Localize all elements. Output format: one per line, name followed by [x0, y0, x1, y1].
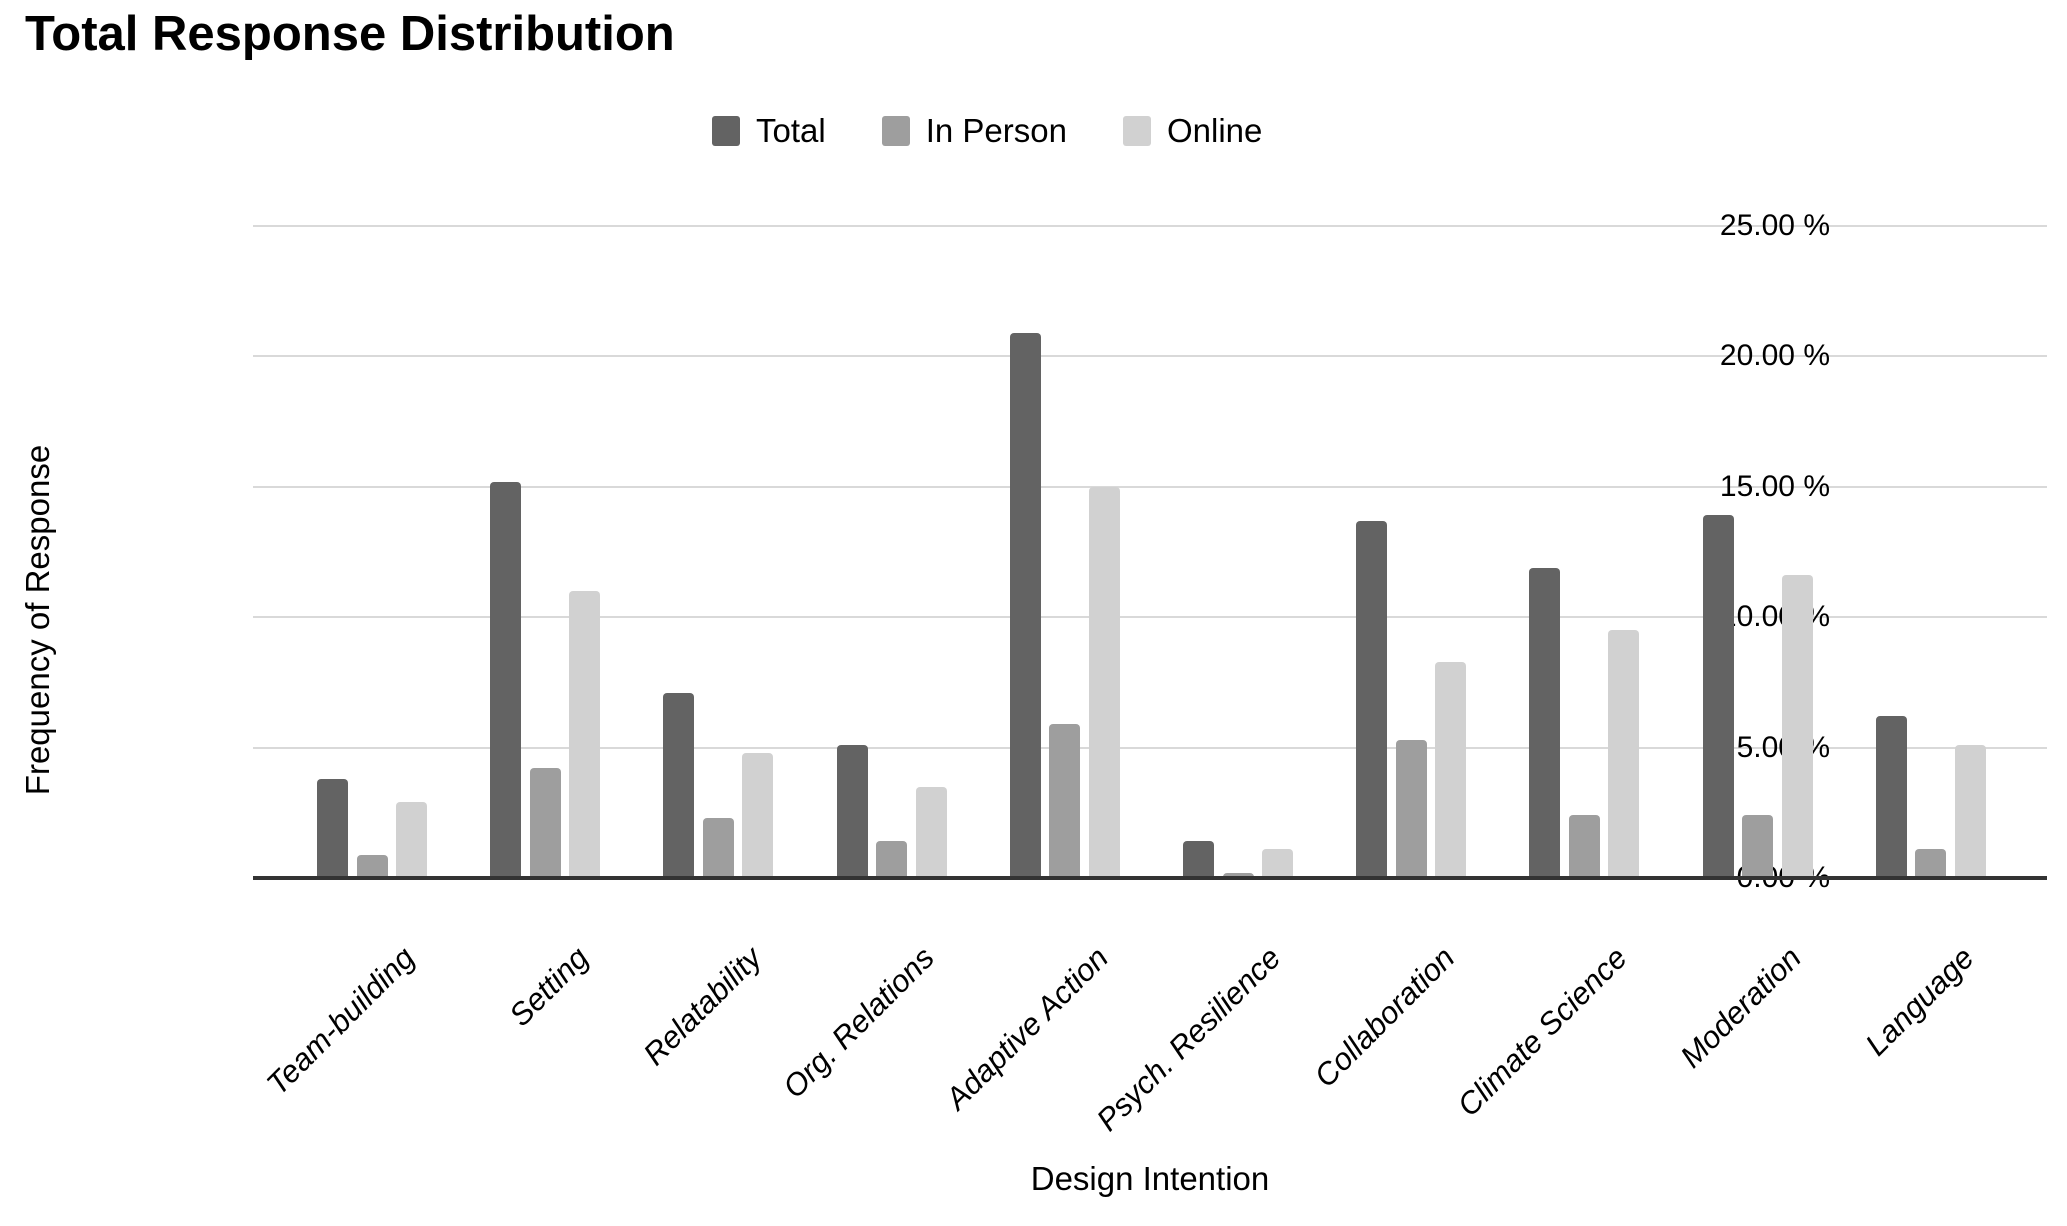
- legend-label: Online: [1166, 112, 1263, 149]
- bar-team-building-total[interactable]: [317, 778, 348, 878]
- y-axis-title: Frequency of Response: [19, 444, 56, 796]
- gridline-15: [253, 485, 2047, 488]
- x-axis-line: [253, 876, 2047, 880]
- legend-swatch-icon: [712, 116, 740, 146]
- bar-psych-resilience-online[interactable]: [1262, 849, 1293, 878]
- legend-item-online[interactable]: Online: [1122, 112, 1263, 150]
- bar-team-building-online[interactable]: [396, 802, 427, 878]
- x-tick-label-climate-science: Climate Science: [1451, 940, 1635, 1124]
- y-tick-label: 15.00 %: [1719, 469, 1830, 503]
- x-axis-title: Design Intention: [1030, 1160, 1270, 1197]
- bar-psych-resilience-total[interactable]: [1183, 841, 1214, 878]
- bar-language-online[interactable]: [1954, 744, 1986, 878]
- x-tick-label-collaboration: Collaboration: [1307, 940, 1461, 1094]
- legend-label: In Person: [925, 112, 1067, 149]
- bar-climate-science-in-person[interactable]: [1568, 815, 1600, 878]
- bar-collaboration-in-person[interactable]: [1395, 739, 1427, 878]
- bar-collaboration-online[interactable]: [1435, 661, 1467, 878]
- bar-moderation-online[interactable]: [1781, 575, 1813, 878]
- bar-relatability-online[interactable]: [742, 752, 774, 878]
- y-tick-label: 20.00 %: [1719, 339, 1830, 373]
- x-tick-label-moderation: Moderation: [1672, 940, 1808, 1075]
- x-tick-label-language: Language: [1858, 940, 1981, 1063]
- legend-swatch-icon: [1122, 116, 1151, 146]
- bar-relatability-in-person[interactable]: [702, 818, 734, 878]
- gridline-10: [253, 616, 2047, 619]
- bar-relatability-total[interactable]: [663, 692, 695, 878]
- bar-setting-in-person[interactable]: [529, 768, 561, 878]
- y-tick-label: 10.00 %: [1719, 600, 1830, 634]
- bar-climate-science-total[interactable]: [1529, 567, 1561, 878]
- bar-adaptive-action-online[interactable]: [1088, 486, 1120, 878]
- bar-team-building-in-person[interactable]: [356, 854, 388, 878]
- bar-psych-resilience-in-person[interactable]: [1222, 872, 1254, 878]
- bar-moderation-total[interactable]: [1702, 515, 1734, 878]
- legend-label: Total: [756, 112, 826, 149]
- bar-climate-science-online[interactable]: [1608, 630, 1640, 878]
- gridline-5: [253, 746, 2047, 749]
- x-tick-label-adaptive-action: Adaptive Action: [938, 940, 1115, 1117]
- x-tick-label-setting: Setting: [501, 940, 595, 1033]
- bar-language-in-person[interactable]: [1915, 849, 1947, 878]
- legend-item-in-person[interactable]: In Person: [881, 112, 1067, 150]
- bar-adaptive-action-in-person[interactable]: [1049, 724, 1081, 878]
- gridline-20: [253, 355, 2047, 358]
- bar-org-relations-online[interactable]: [915, 786, 947, 878]
- legend-item-total[interactable]: Total: [712, 112, 826, 150]
- bar-setting-total[interactable]: [490, 481, 522, 878]
- bar-language-total[interactable]: [1875, 716, 1907, 878]
- bar-adaptive-action-total[interactable]: [1009, 332, 1041, 878]
- bar-collaboration-total[interactable]: [1356, 520, 1388, 878]
- bar-moderation-in-person[interactable]: [1742, 815, 1774, 878]
- bar-org-relations-total[interactable]: [836, 744, 868, 878]
- x-tick-label-psych-resilience: Psych. Resilience: [1090, 940, 1288, 1138]
- bar-org-relations-in-person[interactable]: [876, 841, 908, 878]
- legend: Total In Person Online: [712, 112, 1262, 150]
- chart-title: Total Response Distribution: [25, 7, 675, 61]
- legend-swatch-icon: [881, 116, 910, 146]
- y-tick-label: 25.00 %: [1719, 209, 1830, 242]
- x-tick-label-relatability: Relatability: [636, 940, 769, 1072]
- x-tick-label-team-building: Team-building: [260, 940, 422, 1102]
- bar-setting-online[interactable]: [569, 591, 601, 878]
- gridline-25: [253, 225, 2047, 227]
- x-tick-label-org-relations: Org. Relations: [776, 940, 942, 1105]
